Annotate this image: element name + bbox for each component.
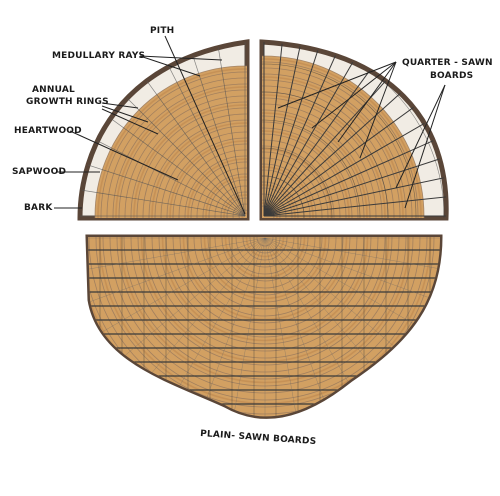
board-cross-line bbox=[262, 42, 445, 218]
label-bark: BARK bbox=[24, 203, 53, 213]
label-sapwood: SAPWOOD bbox=[12, 167, 66, 177]
quarter-sawn-leader bbox=[277, 61, 397, 109]
medullary-ray bbox=[88, 237, 266, 344]
label-quarter-sawn-2: BOARDS bbox=[430, 71, 473, 81]
medullary-ray bbox=[182, 42, 246, 217]
quarter-sawn-leader bbox=[395, 84, 446, 189]
board-cross-line bbox=[262, 119, 361, 218]
quarter-sawn-leader bbox=[337, 61, 397, 143]
growth-rings-leader bbox=[101, 108, 159, 135]
quarter-sawn-leader bbox=[359, 61, 397, 159]
medullary-ray bbox=[88, 237, 266, 275]
top-right-quarter bbox=[259, 39, 449, 221]
medullary-ray bbox=[88, 237, 266, 311]
board-cross-line bbox=[262, 63, 417, 218]
top-left-quarter bbox=[77, 39, 250, 221]
bottom-half bbox=[85, 234, 443, 419]
quarter-sawn-leader bbox=[311, 61, 397, 129]
board-cross-line bbox=[262, 175, 305, 218]
board-cross-line bbox=[262, 91, 389, 218]
pith-leader bbox=[164, 35, 246, 215]
board-cross-line bbox=[262, 147, 333, 218]
growth-rings-leader bbox=[101, 102, 139, 109]
heartwood-leader bbox=[69, 130, 179, 181]
medullary-rays-leader bbox=[139, 55, 201, 77]
growth-rings-leader bbox=[101, 105, 149, 123]
medullary-ray bbox=[153, 42, 246, 217]
label-plain-sawn: PLAIN- SAWN BOARDS bbox=[200, 429, 317, 447]
medullary-rays-leader bbox=[139, 55, 223, 61]
label-pith: PITH bbox=[150, 26, 174, 36]
label-quarter-sawn-1: QUARTER - SAWN bbox=[402, 58, 493, 68]
quarter-sawn-leader bbox=[404, 84, 446, 209]
leader-lines bbox=[54, 35, 446, 215]
label-heartwood: HEARTWOOD bbox=[14, 126, 82, 136]
label-annual-growth-rings-2: GROWTH RINGS bbox=[26, 97, 109, 107]
quarter-sawn-grid bbox=[262, 42, 447, 218]
medullary-ray bbox=[103, 237, 266, 374]
medullary-ray bbox=[213, 42, 246, 217]
label-annual-growth-rings-1: ANNUAL bbox=[32, 85, 75, 95]
label-medullary-rays: MEDULLARY RAYS bbox=[52, 51, 145, 61]
labels: PITH MEDULLARY RAYS ANNUAL GROWTH RINGS … bbox=[12, 26, 493, 447]
medullary-ray bbox=[264, 237, 302, 417]
medullary-ray bbox=[127, 53, 246, 217]
medullary-ray bbox=[129, 237, 266, 400]
